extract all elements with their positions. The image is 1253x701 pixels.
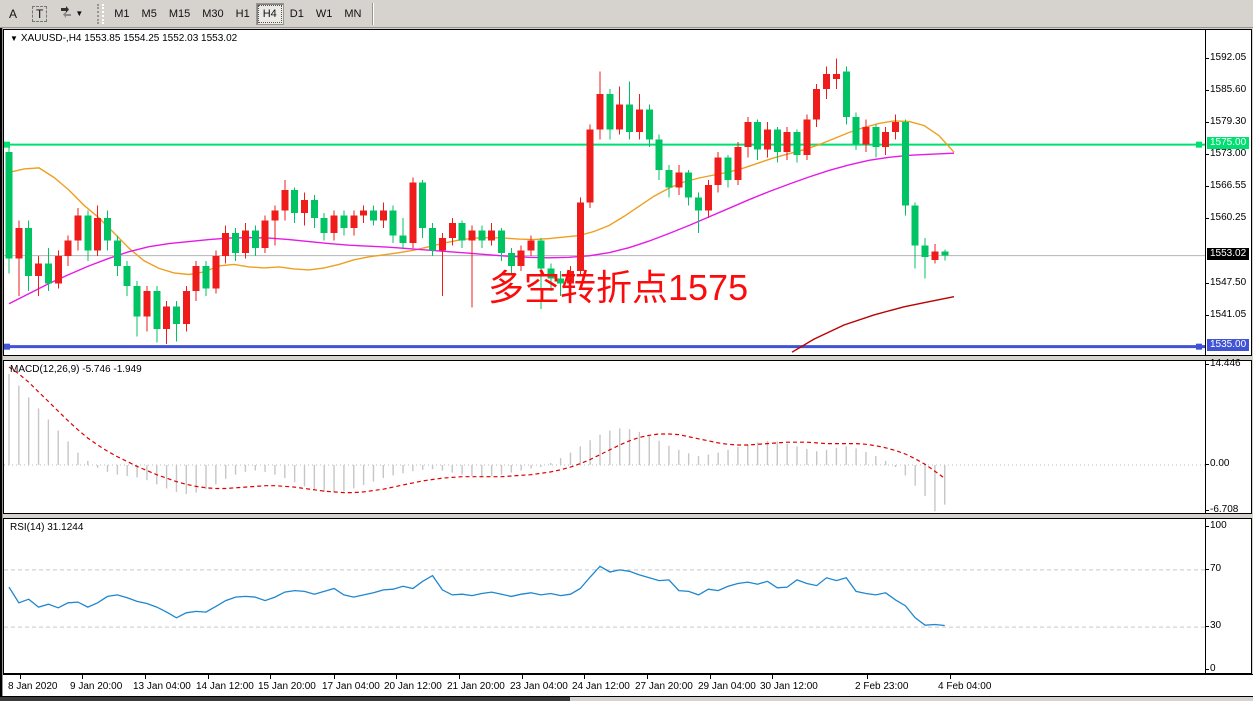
timeframe-button-m1[interactable]: M1 bbox=[114, 7, 130, 20]
time-axis-tick bbox=[20, 675, 21, 679]
axis-tick-label: -6.708 bbox=[1204, 504, 1239, 516]
axis-tick-label: 30 bbox=[1204, 620, 1222, 632]
axis-tick-label: 100 bbox=[1205, 520, 1227, 531]
time-axis-label: 29 Jan 04:00 bbox=[698, 681, 756, 692]
time-axis-tick bbox=[396, 675, 397, 679]
time-axis-label: 15 Jan 20:00 bbox=[258, 681, 316, 692]
panel-splitter[interactable] bbox=[0, 514, 1253, 518]
time-axis-tick bbox=[459, 675, 460, 679]
panel-splitter[interactable] bbox=[0, 356, 1253, 360]
rsi-chart[interactable] bbox=[4, 519, 1206, 673]
time-axis-label: 9 Jan 20:00 bbox=[70, 681, 123, 692]
scrollbar-thumb[interactable] bbox=[0, 697, 570, 701]
bottom-scrollbar bbox=[0, 696, 1253, 701]
macd-chart[interactable] bbox=[4, 361, 1206, 513]
time-axis-label: 8 Jan 2020 bbox=[8, 681, 58, 692]
timeframe-button-m5[interactable]: M5 bbox=[141, 7, 157, 20]
axis-tick-label: 0 bbox=[1205, 663, 1216, 674]
axis-tick-label: 1573.00 bbox=[1204, 147, 1247, 159]
triangle-down-icon: ▼ bbox=[10, 34, 18, 43]
timeframe-button-m30[interactable]: M30 bbox=[202, 7, 224, 20]
axis-tick-label: 70 bbox=[1204, 562, 1222, 574]
axis-tick-label: 1560.25 bbox=[1204, 212, 1247, 224]
rsi-panel[interactable]: RSI(14) 31.1244 100 70 30 0 bbox=[3, 518, 1252, 674]
text-tool-icon: T bbox=[32, 5, 48, 22]
time-axis-tick bbox=[950, 675, 951, 679]
time-axis-label: 13 Jan 04:00 bbox=[133, 681, 191, 692]
axis-tick-label: 1579.30 bbox=[1204, 115, 1247, 127]
chevron-down-icon: ▼ bbox=[75, 9, 84, 18]
time-axis-label: 27 Jan 20:00 bbox=[635, 681, 693, 692]
toolbar: A T ▼ M1 M5 M15 M30 H1 H4 D1 W1 MN bbox=[0, 0, 1253, 28]
time-axis-tick bbox=[867, 675, 868, 679]
time-axis-tick bbox=[270, 675, 271, 679]
macd-panel[interactable]: MACD(12,26,9) -5.746 -1.949 14.446 0.00 -6… bbox=[3, 358, 1252, 516]
axis-tick-label: 1547.50 bbox=[1204, 276, 1247, 288]
timeframe-button-group: M1 M5 M15 M30 H1 H4 D1 W1 MN bbox=[108, 2, 367, 25]
price-tag: 1553.02 bbox=[1207, 247, 1250, 260]
timeframe-button-h1[interactable]: H1 bbox=[235, 7, 250, 20]
axis-tick-label: 1566.55 bbox=[1204, 180, 1247, 192]
axis-tick-label: 14.446 bbox=[1205, 358, 1241, 370]
toolbar-separator bbox=[372, 2, 375, 25]
time-axis[interactable]: 8 Jan 2020 9 Jan 20:00 13 Jan 04:00 14 Jan … bbox=[0, 674, 1253, 696]
timeframe-button-m15[interactable]: M15 bbox=[168, 7, 191, 20]
time-axis-label: 23 Jan 04:00 bbox=[510, 681, 568, 692]
time-axis-label: 14 Jan 12:00 bbox=[196, 681, 254, 692]
time-axis-label: 17 Jan 04:00 bbox=[322, 681, 380, 692]
time-axis-tick bbox=[522, 675, 523, 679]
axis-tick-label: 1585.60 bbox=[1204, 84, 1247, 96]
time-axis-tick bbox=[772, 675, 773, 679]
macd-label: MACD(12,26,9) -5.746 -1.949 bbox=[10, 364, 142, 375]
timeframe-button-w1[interactable]: W1 bbox=[315, 7, 333, 20]
time-axis-tick bbox=[584, 675, 585, 679]
time-axis-tick bbox=[208, 675, 209, 679]
time-axis-label: 4 Feb 04:00 bbox=[938, 681, 992, 692]
main-chart-panel[interactable]: ▼ XAUUSD-,H4 1553.85 1554.25 1552.03 1553… bbox=[3, 29, 1252, 356]
price-tag: 1535.00 bbox=[1207, 338, 1250, 351]
time-axis-label: 20 Jan 12:00 bbox=[384, 681, 442, 692]
timeframe-button-h4[interactable]: H4 bbox=[255, 2, 284, 25]
time-axis-tick bbox=[710, 675, 711, 679]
pointer-tool-button[interactable]: A bbox=[8, 6, 17, 21]
rsi-label: RSI(14) 31.1244 bbox=[10, 522, 84, 533]
arrows-icon bbox=[59, 5, 73, 22]
timeframe-button-mn[interactable]: MN bbox=[344, 7, 362, 20]
time-axis-tick bbox=[145, 675, 146, 679]
text-tool-button[interactable]: T bbox=[27, 3, 52, 25]
symbol-ohlc-label: ▼ XAUUSD-,H4 1553.85 1554.25 1552.03 1553… bbox=[10, 33, 238, 44]
chart-annotation-text: 多空转折点1575 bbox=[488, 267, 749, 308]
macd-axis[interactable]: 14.446 0.00 -6.708 bbox=[1204, 358, 1251, 516]
axis-tick-label: 1592.05 bbox=[1204, 51, 1247, 63]
price-tag: 1575.00 bbox=[1207, 136, 1250, 149]
time-axis-label: 24 Jan 12:00 bbox=[572, 681, 630, 692]
window-left-edge bbox=[0, 28, 3, 696]
time-axis-label: 21 Jan 20:00 bbox=[447, 681, 505, 692]
time-axis-tick bbox=[334, 675, 335, 679]
price-axis[interactable]: 1592.05 1585.60 1579.30 1573.00 1566.55 1560.… bbox=[1204, 30, 1251, 355]
timeframe-button-d1[interactable]: D1 bbox=[289, 7, 304, 20]
rsi-axis[interactable]: 100 70 30 0 bbox=[1204, 519, 1251, 674]
time-axis-tick bbox=[647, 675, 648, 679]
axis-tick-label: 0.00 bbox=[1204, 458, 1230, 469]
arrows-tool-button[interactable]: ▼ bbox=[54, 3, 88, 25]
time-axis-label: 2 Feb 23:00 bbox=[855, 681, 909, 692]
candlestick-chart[interactable] bbox=[4, 30, 1206, 355]
toolbar-drag-handle[interactable] bbox=[97, 3, 105, 24]
time-axis-tick bbox=[82, 675, 83, 679]
axis-tick-label: 1541.05 bbox=[1204, 309, 1247, 321]
time-axis-label: 30 Jan 12:00 bbox=[760, 681, 818, 692]
